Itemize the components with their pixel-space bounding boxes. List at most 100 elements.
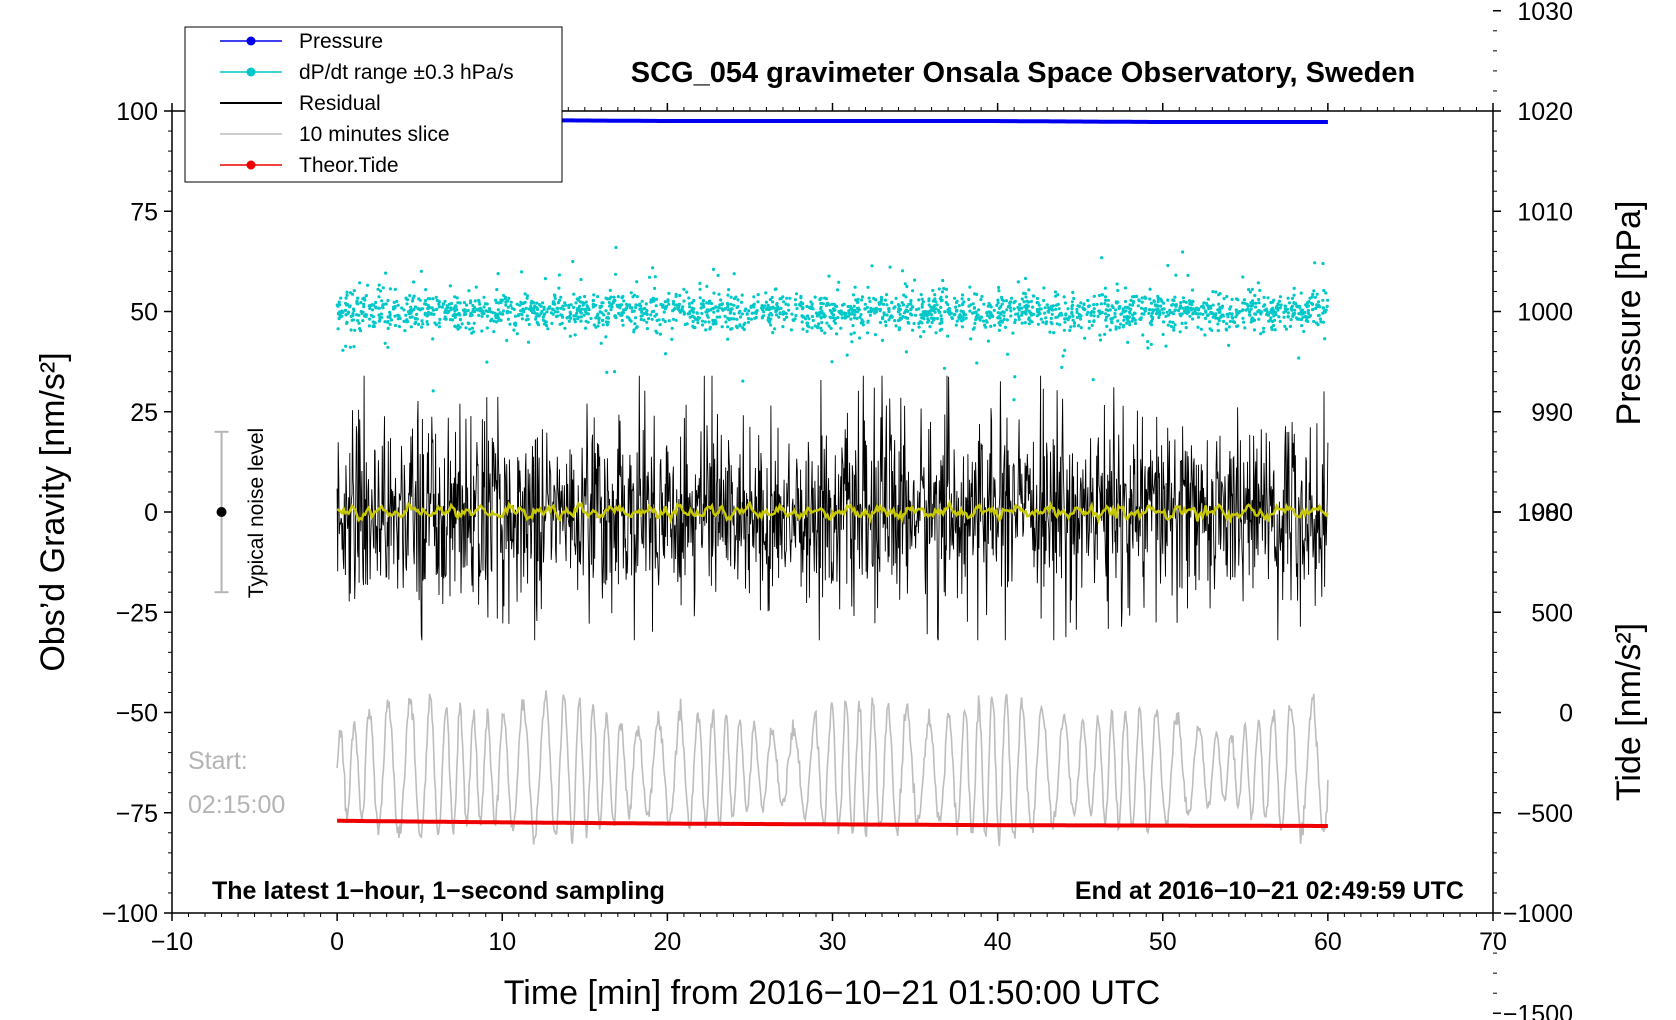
dpdt-point xyxy=(1196,315,1201,319)
dpdt-point xyxy=(897,304,902,308)
dpdt-point xyxy=(1140,300,1144,304)
dpdt-point xyxy=(972,306,977,310)
dpdt-point xyxy=(1090,323,1094,327)
tide-tick-label: −1500 xyxy=(1503,1000,1573,1020)
dpdt-point xyxy=(1282,315,1286,319)
dpdt-point xyxy=(1114,327,1118,331)
dpdt-point xyxy=(381,286,385,290)
dpdt-point xyxy=(409,325,413,329)
dpdt-point xyxy=(701,304,705,308)
dpdt-point xyxy=(653,286,657,290)
dpdt-point xyxy=(1050,308,1055,312)
dpdt-point xyxy=(621,294,625,299)
dpdt-point xyxy=(339,296,343,300)
dpdt-point xyxy=(671,317,676,321)
dpdt-point xyxy=(429,311,433,315)
start-label: Start: xyxy=(188,747,248,775)
dpdt-point xyxy=(366,283,370,287)
dpdt-point xyxy=(832,308,836,312)
dpdt-point xyxy=(388,310,392,314)
dpdt-point xyxy=(954,309,959,313)
dpdt-point xyxy=(1174,303,1178,307)
dpdt-point xyxy=(344,344,348,348)
dpdt-point xyxy=(1222,297,1226,301)
dpdt-point xyxy=(1287,301,1292,305)
dpdt-point xyxy=(529,301,533,305)
dpdt-point xyxy=(1035,296,1040,301)
dpdt-point xyxy=(1141,333,1145,337)
dpdt-point xyxy=(823,296,827,300)
dpdt-point xyxy=(771,331,775,335)
dpdt-point xyxy=(711,318,715,322)
dpdt-point xyxy=(1205,303,1209,307)
start-time: 02:15:00 xyxy=(188,791,285,819)
dpdt-point xyxy=(931,309,936,313)
dpdt-point xyxy=(1283,324,1287,328)
dpdt-point xyxy=(579,309,583,313)
dpdt-point xyxy=(1184,321,1188,325)
dpdt-point xyxy=(1099,302,1103,306)
dpdt-point xyxy=(351,318,355,322)
dpdt-point xyxy=(600,311,604,315)
dpdt-point xyxy=(1042,286,1046,290)
dpdt-point xyxy=(790,312,794,316)
dpdt-point xyxy=(1091,378,1095,382)
dpdt-point xyxy=(525,294,530,298)
dpdt-point xyxy=(1166,298,1170,302)
dpdt-point xyxy=(1173,323,1177,327)
dpdt-point xyxy=(917,325,921,329)
dpdt-point xyxy=(825,321,829,325)
dpdt-point xyxy=(1263,303,1267,307)
dpdt-point xyxy=(698,281,702,285)
dpdt-point xyxy=(705,308,710,312)
dpdt-point xyxy=(456,301,460,305)
dpdt-point xyxy=(1139,317,1143,321)
dpdt-point xyxy=(797,303,802,307)
dpdt-point xyxy=(1173,309,1177,313)
dpdt-point xyxy=(533,305,537,309)
dpdt-point xyxy=(934,300,938,304)
dpdt-point xyxy=(1148,287,1152,291)
dpdt-point xyxy=(1052,331,1056,335)
dpdt-point xyxy=(526,317,530,321)
dpdt-point xyxy=(1130,319,1134,323)
legend-label: Pressure xyxy=(299,30,383,53)
dpdt-point xyxy=(423,313,427,317)
dpdt-point xyxy=(1302,329,1306,334)
axis-ticks: −10 0 10 20 30 40 50 60 701007550250−25−50−75−10… xyxy=(102,0,1573,1020)
dpdt-point xyxy=(1104,298,1108,302)
dpdt-point xyxy=(1092,310,1096,314)
dpdt-point xyxy=(793,298,798,302)
dpdt-point xyxy=(1053,290,1058,294)
dpdt-point xyxy=(620,303,624,307)
dpdt-point xyxy=(355,313,359,317)
dpdt-point xyxy=(1111,316,1115,320)
dpdt-point xyxy=(541,318,546,322)
dpdt-point xyxy=(657,318,661,322)
dpdt-point xyxy=(714,322,718,326)
dpdt-point xyxy=(1306,309,1310,313)
dpdt-point xyxy=(613,370,617,374)
dpdt-point xyxy=(805,321,809,325)
dpdt-point xyxy=(761,308,765,312)
dpdt-point xyxy=(1213,312,1217,316)
dpdt-point xyxy=(1119,312,1123,316)
dpdt-point xyxy=(578,295,582,300)
dpdt-point xyxy=(723,307,728,311)
dpdt-point xyxy=(1012,398,1016,402)
dpdt-point xyxy=(579,277,583,282)
dpdt-point xyxy=(1271,323,1276,328)
dpdt-point xyxy=(456,323,460,327)
dpdt-point xyxy=(944,295,949,299)
dpdt-point xyxy=(1321,306,1325,310)
dpdt-point xyxy=(859,321,863,325)
dpdt-point xyxy=(1278,319,1282,323)
dpdt-point xyxy=(534,317,538,321)
dpdt-point xyxy=(1024,309,1028,314)
dpdt-point xyxy=(356,296,360,300)
dpdt-point xyxy=(521,307,525,311)
dpdt-point xyxy=(1319,320,1323,324)
dpdt-point xyxy=(1276,303,1280,307)
dpdt-point xyxy=(993,323,997,327)
dpdt-point xyxy=(1253,293,1257,298)
